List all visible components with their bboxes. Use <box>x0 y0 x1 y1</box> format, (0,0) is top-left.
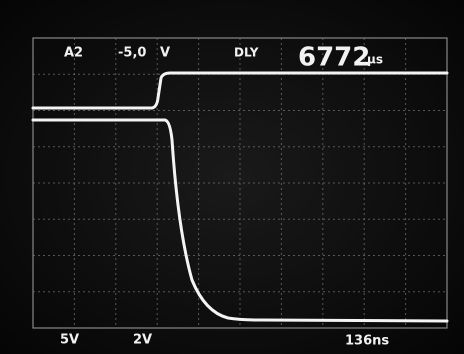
ch2-scale: 2V <box>133 333 152 348</box>
delay-value: 6772 <box>298 43 370 73</box>
mode-label: DLY <box>234 46 259 60</box>
ch1-scale: 5V <box>60 333 79 348</box>
offset-unit: V <box>160 46 170 61</box>
timebase: 136ns <box>345 334 389 349</box>
oscilloscope-screen: A2 -5,0 V DLY 6772 µs 5V 2V 136ns <box>0 0 464 354</box>
delay-unit: µs <box>367 53 383 67</box>
offset-value: -5,0 <box>118 46 146 61</box>
channel-label: A2 <box>64 46 83 61</box>
